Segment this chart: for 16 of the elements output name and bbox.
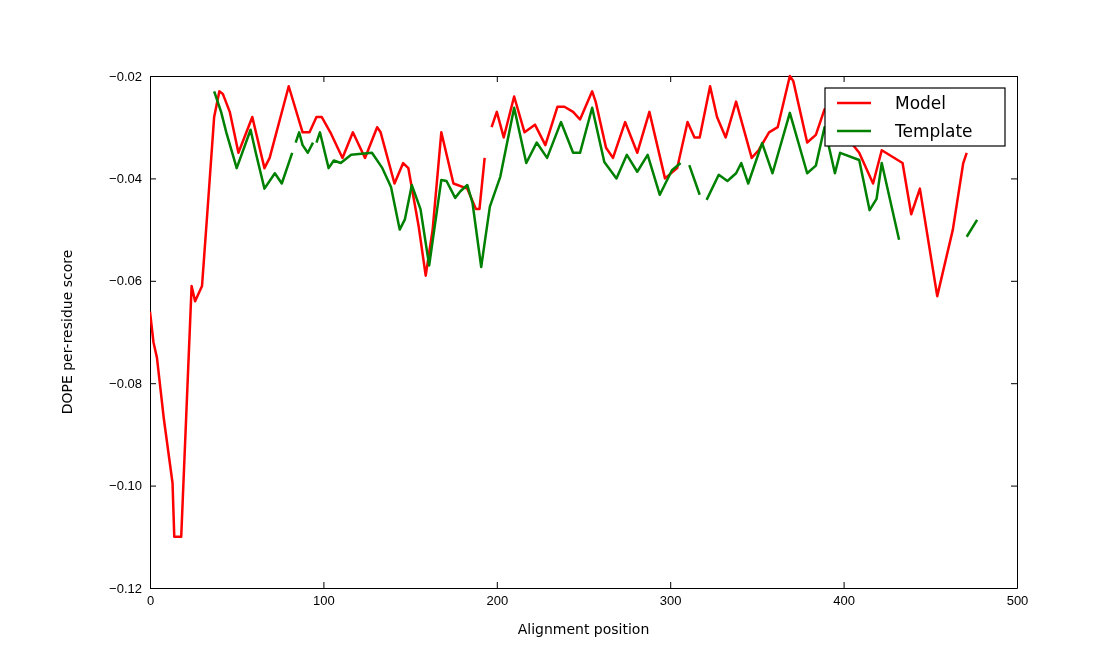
y-tick-label: −0.02 xyxy=(109,68,142,84)
legend-label: Model xyxy=(895,93,947,113)
x-axis-title: Alignment position xyxy=(517,621,650,637)
x-tick-label: 400 xyxy=(833,593,855,609)
y-axis-title: DOPE per-residue score xyxy=(59,249,75,415)
legend-label: Template xyxy=(894,121,973,141)
y-tick-label: −0.06 xyxy=(109,273,142,289)
x-tick-label: 100 xyxy=(313,593,335,609)
y-tick-label: −0.10 xyxy=(109,478,142,494)
x-tick-label: 0 xyxy=(146,593,155,609)
y-tick-label: −0.08 xyxy=(109,375,142,391)
y-tick-label: −0.12 xyxy=(109,580,142,596)
x-tick-label: 500 xyxy=(1006,593,1029,609)
y-tick-label: −0.04 xyxy=(109,171,142,187)
x-tick-label: 200 xyxy=(486,593,509,609)
x-tick-label: 300 xyxy=(659,593,682,609)
